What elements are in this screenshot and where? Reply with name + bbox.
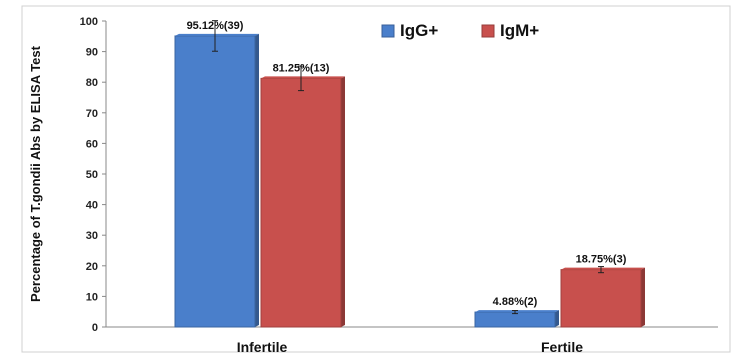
data-label: 81.25%(13) [273,62,330,74]
data-label: 95.12%(39) [187,20,244,32]
bar-side [341,76,345,327]
data-label: 18.75%(3) [576,254,627,266]
y-tick-label: 10 [86,291,98,303]
y-tick-label: 100 [80,16,98,28]
legend: IgG+ IgM+ [381,21,539,40]
y-tick-label: 20 [86,261,98,273]
bar-top [475,310,559,313]
y-tick-label: 70 [86,108,98,120]
data-label: 4.88%(2) [493,296,538,308]
y-tick-label: 90 [86,47,98,59]
legend-swatch [381,24,395,38]
x-category-label: Fertile [541,339,583,354]
bar-side [255,33,259,327]
y-tick-label: 80 [86,77,98,89]
bar-top [261,76,345,79]
bar [474,311,556,328]
data-labels: 95.12%(39) 81.25%(13) 4.88%(2) 18.75%(3) [187,20,627,308]
y-axis-title: Percentage of T.gondii Abs by ELISA Test [28,45,43,302]
y-tick-label: 60 [86,138,98,150]
bar [174,35,256,328]
bar [260,77,342,328]
y-tick-label: 50 [86,169,98,181]
y-tick-label: 30 [86,230,98,242]
y-tick-label: 40 [86,200,98,212]
legend-label: IgM+ [500,21,539,40]
bar-side [555,310,559,327]
bar-top [561,267,645,270]
bar-side [641,267,645,327]
y-tick-label: 0 [92,322,98,334]
bar-top [175,33,259,36]
bar [560,269,642,328]
x-category-label: Infertile [237,339,288,354]
bars [174,20,645,328]
legend-label: IgG+ [400,21,438,40]
legend-swatch [481,24,495,38]
